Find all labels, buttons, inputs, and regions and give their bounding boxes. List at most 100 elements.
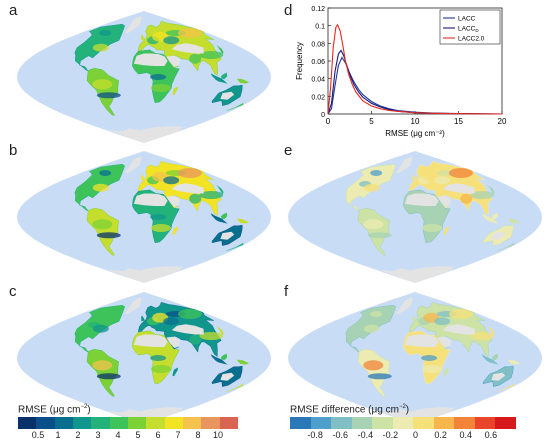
- land-newguinea: [508, 218, 520, 224]
- land-patch: [189, 334, 202, 345]
- y-tick-label: 0.02: [311, 94, 325, 101]
- land-uk: [412, 174, 416, 181]
- legend-label-0: LACC: [458, 16, 476, 23]
- no-data-antarctica: [106, 126, 184, 143]
- land-patch: [92, 79, 113, 90]
- panel-label-c: c: [9, 283, 17, 300]
- land-patch: [92, 324, 109, 333]
- colorbar-swatch: [54, 417, 74, 429]
- land-samerica: [86, 348, 119, 397]
- land-samerica: [357, 207, 390, 256]
- diff-colorbar-title-exp: −2: [398, 404, 406, 410]
- rmse-colorbar-title-close: ): [87, 404, 91, 416]
- land-patch: [470, 191, 495, 199]
- land-patch: [370, 170, 383, 176]
- x-tick-label: 15: [454, 117, 463, 126]
- land-japan: [216, 44, 224, 55]
- land-madagascar: [443, 367, 449, 377]
- no-data-ausinterior: [491, 231, 506, 240]
- colorbar-tick-label: 10: [212, 430, 224, 440]
- no-data-antarctica: [106, 266, 184, 283]
- colorbar-tick-label: 6: [155, 430, 161, 440]
- land-patch: [163, 317, 180, 326]
- no-data-centralasia: [442, 183, 475, 194]
- series-line-2: [327, 23, 503, 115]
- legend-label-1: LACCD: [458, 26, 479, 34]
- land-patch: [189, 53, 202, 64]
- land-patch: [151, 84, 171, 92]
- land-japan: [216, 325, 224, 336]
- x-tick-label: 5: [369, 117, 374, 126]
- land-patch: [151, 224, 171, 232]
- land-patch: [150, 214, 167, 220]
- colorbar-swatch: [91, 417, 111, 429]
- no-data-sahara: [404, 193, 439, 206]
- colorbar-tick-label: -0.4: [357, 430, 374, 440]
- colorbar-tick-label: 7: [175, 430, 181, 440]
- y-tick-label: 0.06: [311, 59, 325, 66]
- land-patch: [96, 232, 121, 239]
- land-samerica: [86, 67, 119, 116]
- x-tick-label: 20: [498, 117, 507, 126]
- no-data-centralasia: [442, 324, 475, 335]
- land-newguinea: [508, 359, 520, 365]
- ocean-background: [288, 151, 542, 283]
- land-patch: [470, 332, 495, 340]
- rmse-colorbar-title-main: RMSE (μg cm: [18, 404, 81, 416]
- land-sumatra: [481, 213, 490, 222]
- land-patch: [150, 355, 167, 361]
- colorbar-swatch: [372, 417, 394, 429]
- land-patch: [363, 219, 384, 230]
- colorbar-tick-label: 0.4: [459, 430, 473, 440]
- land-patch: [199, 332, 224, 340]
- ocean-background: [17, 11, 271, 143]
- land-sumatra: [481, 354, 490, 363]
- land-patch: [367, 232, 392, 239]
- colorbar-tick-label: -0.2: [382, 430, 399, 440]
- land-madagascar: [443, 226, 449, 236]
- land-patch: [99, 170, 112, 176]
- no-data-centralasia: [171, 324, 204, 335]
- land-patch: [363, 183, 380, 192]
- land-newguinea: [237, 218, 249, 224]
- diff-colorbar: -0.8 -0.6 -0.4 -0.2 0 0.2 0.4 0.6: [290, 417, 517, 441]
- land-borneo: [220, 72, 228, 80]
- colorbar-tick-label: 5: [135, 430, 141, 440]
- land-borneo: [491, 353, 499, 361]
- land-indonesia: [210, 354, 228, 365]
- land-japan: [487, 184, 495, 195]
- land-patch: [434, 317, 451, 326]
- land-patch: [163, 176, 180, 185]
- land-patch: [189, 193, 202, 204]
- y-tick-label: 0.04: [311, 77, 325, 84]
- land-samerica: [357, 348, 390, 397]
- colorbar-tick-label: 8: [195, 430, 201, 440]
- no-data-arabia: [166, 195, 181, 207]
- no-data-ausinterior: [491, 372, 506, 381]
- land-patch: [421, 214, 438, 220]
- x-axis-label: RMSE (μg cm⁻²): [385, 129, 445, 138]
- y-tick-label: 0.1: [315, 24, 325, 31]
- no-data-centralasia: [171, 43, 204, 54]
- colorbar-swatch: [201, 417, 221, 429]
- land-patch: [363, 360, 384, 371]
- colorbar-swatch: [454, 417, 476, 429]
- no-data-greenland: [395, 297, 413, 314]
- map-b: [17, 151, 271, 283]
- colorbar-swatch: [109, 417, 129, 429]
- panel-label-e: e: [284, 142, 293, 159]
- colorbar-swatch: [164, 417, 184, 429]
- land-uk: [141, 34, 145, 41]
- land-patch: [92, 43, 109, 52]
- land-patch: [99, 311, 112, 317]
- colorbar-tick-label: 0: [413, 430, 419, 440]
- diff-colorbar-title: RMSE difference (μg cm−2): [290, 404, 409, 415]
- ocean-background: [17, 151, 271, 283]
- land-patch: [460, 334, 473, 345]
- land-patch: [163, 36, 180, 45]
- land-borneo: [220, 212, 228, 220]
- land-patch: [422, 365, 442, 373]
- colorbar-swatch: [128, 417, 147, 429]
- y-tick-label: 0.08: [311, 41, 325, 48]
- y-tick-label: 0: [321, 112, 325, 119]
